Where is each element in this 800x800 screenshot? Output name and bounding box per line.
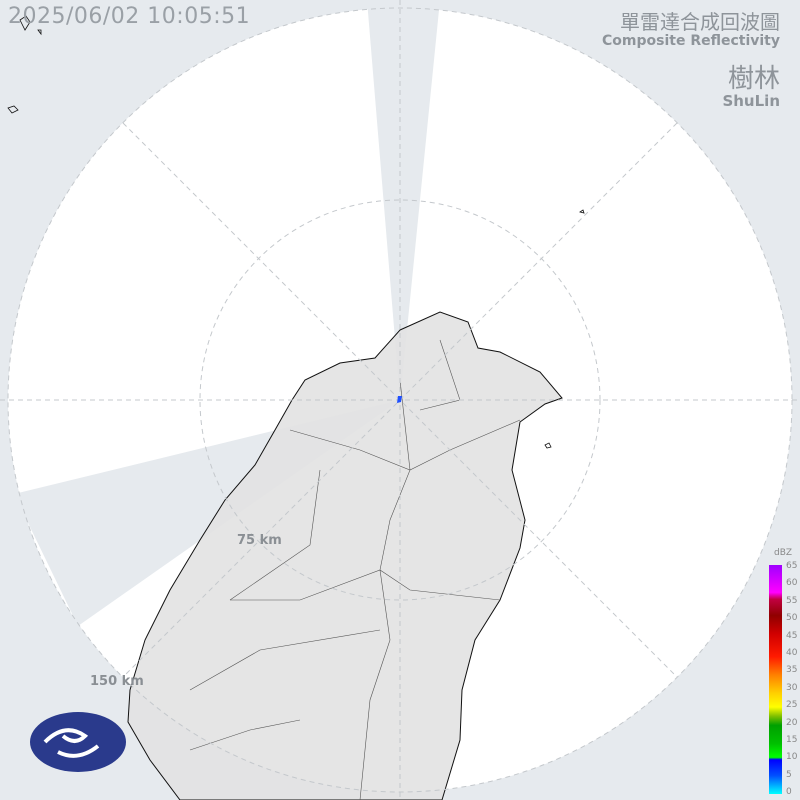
station-en: ShuLin — [722, 92, 780, 110]
range-label-75km: 75 km — [237, 533, 282, 548]
colorbar-tick: 5 — [786, 769, 792, 780]
colorbar-tick: 55 — [786, 595, 798, 606]
colorbar-tick: 45 — [786, 630, 798, 641]
colorbar-tick: 60 — [786, 578, 798, 589]
islands — [7, 15, 585, 449]
county-boundaries — [189, 339, 521, 800]
colorbar-tick: 25 — [786, 700, 798, 711]
colorbar-tick: 10 — [786, 752, 798, 763]
colorbar-tick: 65 — [786, 561, 798, 571]
colorbar — [769, 565, 782, 794]
cwa-logo — [30, 712, 126, 772]
timestamp: 2025/06/02 10:05:51 — [8, 4, 251, 29]
colorbar-tick: 0 — [786, 787, 792, 798]
range-label-150km: 150 km — [90, 674, 144, 689]
range-ring-75km — [199, 199, 601, 601]
station-zh: 樹林 — [727, 64, 780, 94]
title-en: Composite Reflectivity — [602, 33, 780, 49]
colorbar-tick: 30 — [786, 682, 798, 693]
colorbar-tick: 50 — [786, 613, 798, 624]
title-zh: 單雷達合成回波圖 — [620, 10, 780, 34]
colorbar-unit: dBZ — [774, 548, 793, 558]
echo-return — [397, 396, 402, 403]
taiwan-landmass — [127, 311, 563, 800]
colorbar-tick: 40 — [786, 648, 798, 658]
colorbar-tick: 35 — [786, 665, 798, 676]
colorbar-tick: 15 — [786, 735, 798, 745]
colorbar-tick: 20 — [786, 717, 798, 728]
